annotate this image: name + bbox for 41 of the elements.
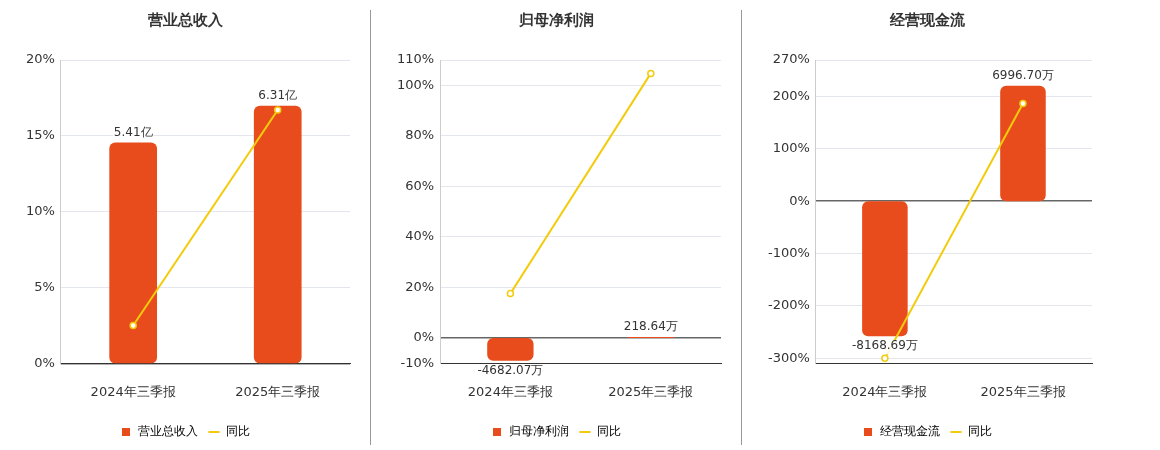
legend-label: 经营现金流 bbox=[880, 424, 940, 439]
x-tick-label: 2024年三季报 bbox=[90, 383, 176, 399]
y-tick-label: 60% bbox=[405, 177, 435, 193]
y-tick-label: 100% bbox=[396, 76, 435, 92]
y-tick-label: 15% bbox=[25, 127, 55, 143]
y-tick-label: 270% bbox=[772, 51, 810, 67]
chart-title: 经营现金流 bbox=[888, 10, 966, 29]
legend-label: 同比 bbox=[597, 424, 621, 439]
legend-label: 归母净利润 bbox=[509, 424, 569, 439]
y-tick-label: 200% bbox=[772, 87, 810, 103]
y-tick-label: 80% bbox=[405, 127, 435, 143]
x-tick-label: 2025年三季报 bbox=[235, 383, 321, 399]
chart-title: 归母净利润 bbox=[517, 10, 594, 29]
y-tick-label: 0% bbox=[34, 354, 55, 370]
data-label: 218.64万 bbox=[623, 319, 678, 334]
y-tick-label: 20% bbox=[25, 51, 55, 67]
y-tick-label: -10% bbox=[400, 354, 435, 370]
data-label: 5.41亿 bbox=[113, 124, 153, 139]
x-tick-label: 2024年三季报 bbox=[467, 383, 553, 399]
x-tick-label: 2025年三季报 bbox=[980, 383, 1066, 399]
y-tick-label: 100% bbox=[772, 140, 810, 156]
data-label: 6996.70万 bbox=[992, 67, 1054, 82]
y-tick-label: 110% bbox=[396, 51, 435, 67]
x-tick-label: 2025年三季报 bbox=[608, 383, 694, 399]
y-tick-label: -200% bbox=[768, 297, 810, 313]
data-label: -4682.07万 bbox=[477, 362, 544, 377]
data-label: 6.31亿 bbox=[258, 87, 298, 102]
y-tick-label: -300% bbox=[768, 349, 810, 365]
y-tick-label: -100% bbox=[768, 244, 810, 260]
y-tick-label: 10% bbox=[25, 203, 55, 219]
y-tick-label: 0% bbox=[413, 329, 435, 345]
data-label: -8168.69万 bbox=[851, 338, 918, 353]
legend-label: 同比 bbox=[226, 424, 250, 439]
chart-title: 营业总收入 bbox=[146, 10, 224, 29]
y-tick-label: 20% bbox=[405, 278, 435, 294]
legend-label: 营业总收入 bbox=[138, 424, 198, 439]
legend-label: 同比 bbox=[968, 424, 992, 439]
y-tick-label: 0% bbox=[789, 192, 810, 208]
y-tick-label: 5% bbox=[34, 278, 55, 294]
x-tick-label: 2024年三季报 bbox=[842, 383, 928, 399]
y-tick-label: 40% bbox=[405, 228, 435, 244]
